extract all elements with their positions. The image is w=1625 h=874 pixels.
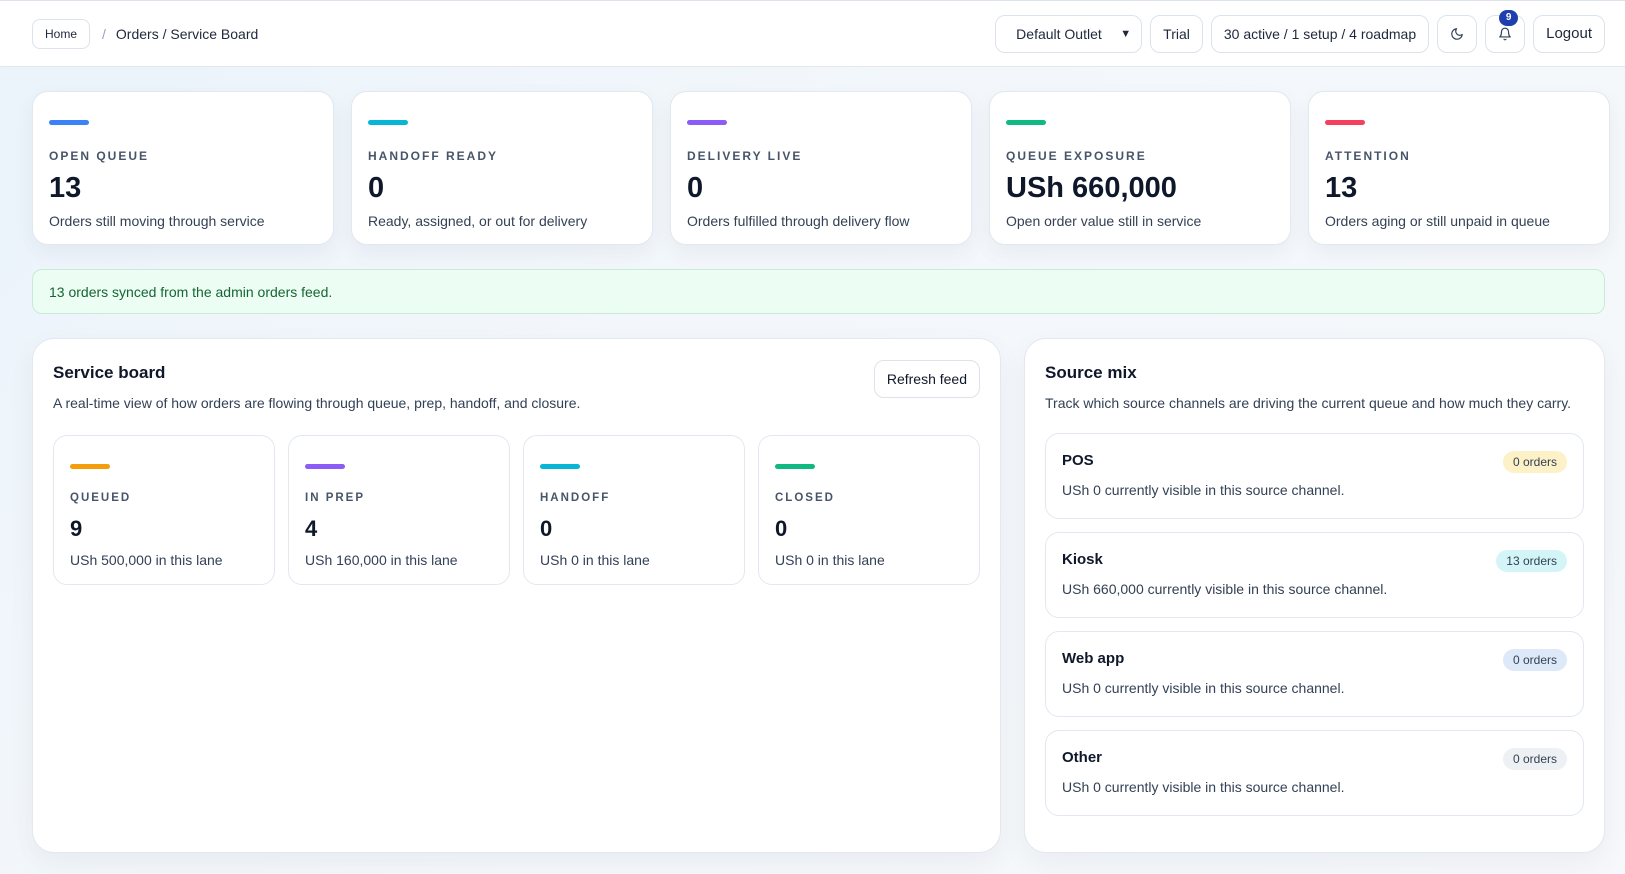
source-order-count-badge: 13 orders <box>1496 550 1567 573</box>
kpi-row: OPEN QUEUE 13 Orders still moving throug… <box>32 91 1610 245</box>
moon-icon <box>1451 27 1463 40</box>
kpi-description: Ready, assigned, or out for delivery <box>368 212 588 229</box>
service-board-panel: Service board A real-time view of how or… <box>32 338 1001 853</box>
source-mix-title: Source mix <box>1045 363 1137 382</box>
kpi-label: DELIVERY LIVE <box>687 149 803 163</box>
kpi-card-open-queue: OPEN QUEUE 13 Orders still moving throug… <box>32 91 334 245</box>
source-description: USh 0 currently visible in this source c… <box>1062 482 1345 499</box>
outlet-select-value: Default Outlet <box>1016 25 1102 42</box>
kpi-description: Orders still moving through service <box>49 212 265 229</box>
service-board-title: Service board <box>53 363 166 382</box>
bell-icon <box>1499 27 1511 40</box>
source-list: POS USh 0 currently visible in this sour… <box>1045 433 1584 817</box>
kpi-card-handoff-ready: HANDOFF READY 0 Ready, assigned, or out … <box>351 91 653 245</box>
breadcrumb-separator: / <box>102 25 106 42</box>
breadcrumb-home[interactable]: Home <box>32 18 91 49</box>
source-name: Kiosk <box>1062 551 1103 569</box>
lane-value-description: USh 160,000 in this lane <box>305 552 458 569</box>
lane-count: 0 <box>775 516 788 542</box>
source-name: POS <box>1062 452 1094 470</box>
kpi-card-attention: ATTENTION 13 Orders aging or still unpai… <box>1308 91 1610 245</box>
lane-count: 4 <box>305 516 318 542</box>
lane-value-description: USh 0 in this lane <box>775 552 885 569</box>
source-item-pos: POS USh 0 currently visible in this sour… <box>1045 433 1584 520</box>
refresh-feed-button[interactable]: Refresh feed <box>873 360 980 398</box>
top-bar: Home / Orders / Service Board Default Ou… <box>0 0 1625 67</box>
lane-count: 9 <box>70 516 83 542</box>
kpi-description: Orders fulfilled through delivery flow <box>687 212 910 229</box>
theme-toggle-button[interactable] <box>1437 14 1478 53</box>
source-description: USh 0 currently visible in this source c… <box>1062 779 1345 796</box>
kpi-value: USh 660,000 <box>1006 172 1177 204</box>
lane-label: CLOSED <box>775 492 835 505</box>
chevron-down-icon: ▼ <box>1120 27 1132 40</box>
source-name: Web app <box>1062 650 1125 668</box>
notification-count-badge: 9 <box>1499 9 1519 26</box>
source-order-count-badge: 0 orders <box>1502 451 1567 474</box>
lane-accent-bar <box>775 464 815 470</box>
lane-accent-bar <box>305 464 345 470</box>
source-order-count-badge: 0 orders <box>1502 649 1567 672</box>
kpi-value: 0 <box>368 172 385 204</box>
lane-card-queued: QUEUED 9 USh 500,000 in this lane <box>53 435 275 586</box>
modules-status[interactable]: 30 active / 1 setup / 4 roadmap <box>1210 14 1430 53</box>
kpi-label: QUEUE EXPOSURE <box>1006 149 1147 163</box>
lane-label: IN PREP <box>305 492 366 505</box>
source-item-kiosk: Kiosk USh 660,000 currently visible in t… <box>1045 532 1584 619</box>
source-name: Other <box>1062 749 1103 767</box>
lane-label: HANDOFF <box>540 492 611 505</box>
breadcrumb-current: Orders / Service Board <box>115 25 259 42</box>
kpi-value: 13 <box>1325 172 1358 204</box>
kpi-description: Orders aging or still unpaid in queue <box>1325 212 1550 229</box>
notifications-button[interactable]: 9 <box>1485 9 1526 53</box>
service-board-subtitle: A real-time view of how orders are flowi… <box>53 395 581 411</box>
kpi-label: HANDOFF READY <box>368 149 498 163</box>
lane-accent-bar <box>70 464 110 470</box>
kpi-label: ATTENTION <box>1325 149 1411 163</box>
kpi-accent-bar <box>687 120 727 125</box>
kpi-card-queue-exposure: QUEUE EXPOSURE USh 660,000 Open order va… <box>989 91 1291 245</box>
lane-count: 0 <box>540 516 553 542</box>
source-item-web-app: Web app USh 0 currently visible in this … <box>1045 631 1584 718</box>
lane-card-handoff: HANDOFF 0 USh 0 in this lane <box>523 435 745 586</box>
kpi-accent-bar <box>1006 120 1046 125</box>
source-order-count-badge: 0 orders <box>1502 748 1567 771</box>
plan-badge[interactable]: Trial <box>1150 14 1203 53</box>
lane-value-description: USh 0 in this lane <box>540 552 650 569</box>
source-item-other: Other USh 0 currently visible in this so… <box>1045 730 1584 817</box>
kpi-label: OPEN QUEUE <box>49 149 150 163</box>
kpi-card-delivery-live: DELIVERY LIVE 0 Orders fulfilled through… <box>670 91 972 245</box>
lane-label: QUEUED <box>70 492 132 505</box>
kpi-accent-bar <box>368 120 408 125</box>
sync-status-alert: 13 orders synced from the admin orders f… <box>32 269 1605 314</box>
lane-value-description: USh 500,000 in this lane <box>70 552 223 569</box>
lane-card-in-prep: IN PREP 4 USh 160,000 in this lane <box>288 435 510 586</box>
kpi-accent-bar <box>49 120 89 125</box>
lane-row: QUEUED 9 USh 500,000 in this lane IN PRE… <box>53 435 980 586</box>
source-description: USh 660,000 currently visible in this so… <box>1062 581 1388 598</box>
kpi-value: 0 <box>687 172 704 204</box>
logout-button[interactable]: Logout <box>1533 14 1605 53</box>
source-mix-subtitle: Track which source channels are driving … <box>1045 395 1572 411</box>
source-mix-panel: Source mix Track which source channels a… <box>1024 338 1605 853</box>
outlet-select[interactable]: Default Outlet ▼ <box>995 14 1143 53</box>
kpi-description: Open order value still in service <box>1006 212 1202 229</box>
kpi-value: 13 <box>49 172 82 204</box>
source-description: USh 0 currently visible in this source c… <box>1062 680 1345 697</box>
kpi-accent-bar <box>1325 120 1365 125</box>
lane-card-closed: CLOSED 0 USh 0 in this lane <box>758 435 980 586</box>
top-actions: Default Outlet ▼ Trial 30 active / 1 set… <box>995 9 1605 53</box>
lane-accent-bar <box>540 464 580 470</box>
